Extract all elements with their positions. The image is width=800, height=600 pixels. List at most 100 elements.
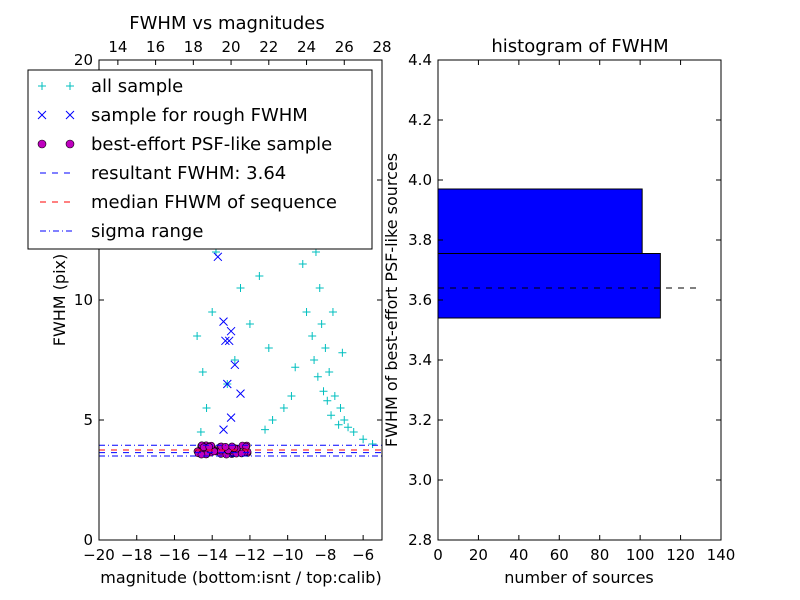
left-x-tick-label: −14	[196, 546, 228, 564]
left-top-tick-label: 20	[222, 38, 241, 56]
all-sample-point	[193, 332, 202, 340]
all-sample-point	[287, 392, 296, 400]
right-x-tick-label: 40	[509, 546, 528, 564]
all-sample-point	[334, 420, 343, 429]
left-x-tick-label: −12	[234, 546, 266, 564]
psf-sample-point	[228, 442, 236, 451]
left-x-tick-label: −10	[272, 546, 304, 564]
rough-sample-point	[222, 379, 232, 389]
left-x-tick-label: −16	[159, 546, 191, 564]
left-top-tick-label: 26	[335, 38, 354, 56]
all-sample-point	[202, 404, 211, 412]
right-x-tick-label: 100	[626, 546, 655, 564]
rough-sample-point	[219, 425, 228, 434]
legend-label: resultant FWHM: 3.64	[91, 163, 286, 184]
all-sample-point	[317, 320, 326, 328]
rough-sample-point	[219, 317, 228, 326]
right-x-tick-label: 60	[550, 546, 569, 564]
all-sample-point	[198, 368, 207, 376]
psf-sample-point	[221, 443, 230, 451]
legend-box	[27, 69, 373, 250]
legend-marker	[38, 82, 46, 90]
rough-sample-point	[226, 326, 236, 336]
all-sample-point	[330, 392, 339, 400]
psf-sample-point	[237, 449, 246, 458]
all-sample-point	[368, 440, 377, 448]
right-x-tick-label: 0	[433, 546, 443, 564]
all-sample-point	[338, 348, 347, 357]
legend-label: sigma range	[91, 221, 203, 242]
all-sample-point	[302, 308, 311, 316]
right-chart-title: histogram of FWHM	[491, 36, 668, 57]
rough-sample-point	[224, 336, 234, 346]
right-y-tick-label: 2.8	[408, 531, 432, 549]
right-x-tick-label: 120	[666, 546, 695, 564]
left-y-tick-label: 0	[83, 531, 93, 549]
all-sample-point	[328, 308, 337, 316]
left-x-tick-label: −18	[121, 546, 153, 564]
left-x-tick-label: −20	[83, 546, 115, 564]
legend-marker	[65, 139, 75, 149]
right-y-tick-label: 3.8	[408, 231, 432, 249]
all-sample-point	[359, 435, 368, 444]
all-sample-point	[340, 416, 349, 424]
left-x-tick-label: −6	[352, 546, 374, 564]
right-ticks: 0 20 40 60 80 100 120 140 2.8 3.0 3.2 3.4 3.6 3.8 4.0 4…	[408, 51, 735, 564]
right-y-axis-label: FWHM of best-effort PSF-like sources	[382, 153, 401, 447]
left-top-tick-label: 28	[372, 38, 391, 56]
all-sample-point	[344, 423, 353, 432]
all-sample-point	[279, 404, 288, 412]
legend-marker	[66, 82, 74, 90]
left-y-tick-label: 5	[83, 411, 93, 429]
right-x-axis-label: number of sources	[504, 568, 654, 587]
right-y-tick-label: 3.2	[408, 411, 432, 429]
legend-label: median FHWM of sequence	[91, 192, 337, 213]
rough-sample-point	[221, 336, 230, 346]
all-sample-point	[323, 396, 332, 405]
all-sample-point	[308, 332, 317, 340]
all-sample-point	[315, 284, 324, 292]
rough-sample-point	[213, 252, 223, 262]
left-top-tick-label: 24	[297, 38, 316, 56]
all-sample-point	[313, 372, 322, 381]
right-y-tick-label: 3.6	[408, 291, 432, 309]
all-sample-point	[236, 284, 245, 292]
right-y-tick-label: 3.0	[408, 471, 432, 489]
rough-sample-point	[230, 360, 240, 370]
right-x-tick-label: 80	[590, 546, 609, 564]
all-sample-point	[291, 363, 300, 372]
all-sample-point	[336, 404, 345, 412]
left-top-tick-label: 16	[146, 38, 165, 56]
all-sample-point	[208, 308, 217, 316]
all-sample-point	[325, 368, 334, 376]
right-y-tick-label: 4.0	[408, 171, 432, 189]
all-sample-point	[327, 411, 336, 420]
legend-label: best-effort PSF-like sample	[91, 134, 332, 155]
all-sample-point	[310, 356, 319, 364]
left-y-tick-label: 10	[74, 291, 93, 309]
right-x-tick-label: 140	[707, 546, 736, 564]
left-top-tick-label: 22	[259, 38, 278, 56]
right-y-tick-label: 4.2	[408, 111, 432, 129]
all-sample-point	[349, 428, 358, 436]
left-y-axis-label: FWHM (pix)	[50, 254, 69, 347]
legend-label: sample for rough FWHM	[91, 105, 308, 126]
left-x-axis-label: magnitude (bottom:isnt / top:calib)	[100, 568, 381, 587]
legend-marker	[37, 139, 47, 149]
legend-label: all sample	[91, 76, 183, 97]
right-y-tick-label: 3.4	[408, 351, 432, 369]
legend-marker	[37, 110, 47, 120]
all-sample-point	[268, 416, 277, 424]
all-sample-point	[245, 320, 254, 328]
all-sample-point	[321, 344, 330, 352]
right-chart: histogram of FWHM 0 20 40 60 80 100 120 140 2.8 3…	[382, 36, 735, 587]
left-top-tick-label: 18	[184, 38, 203, 56]
histogram-bar	[437, 188, 643, 254]
legend-marker	[65, 110, 75, 120]
all-sample-point	[261, 425, 270, 434]
left-x-tick-label: −8	[314, 546, 336, 564]
left-chart-title: FWHM vs magnitudes	[129, 13, 324, 34]
all-sample-point	[230, 356, 239, 364]
all-sample-point	[319, 387, 328, 396]
